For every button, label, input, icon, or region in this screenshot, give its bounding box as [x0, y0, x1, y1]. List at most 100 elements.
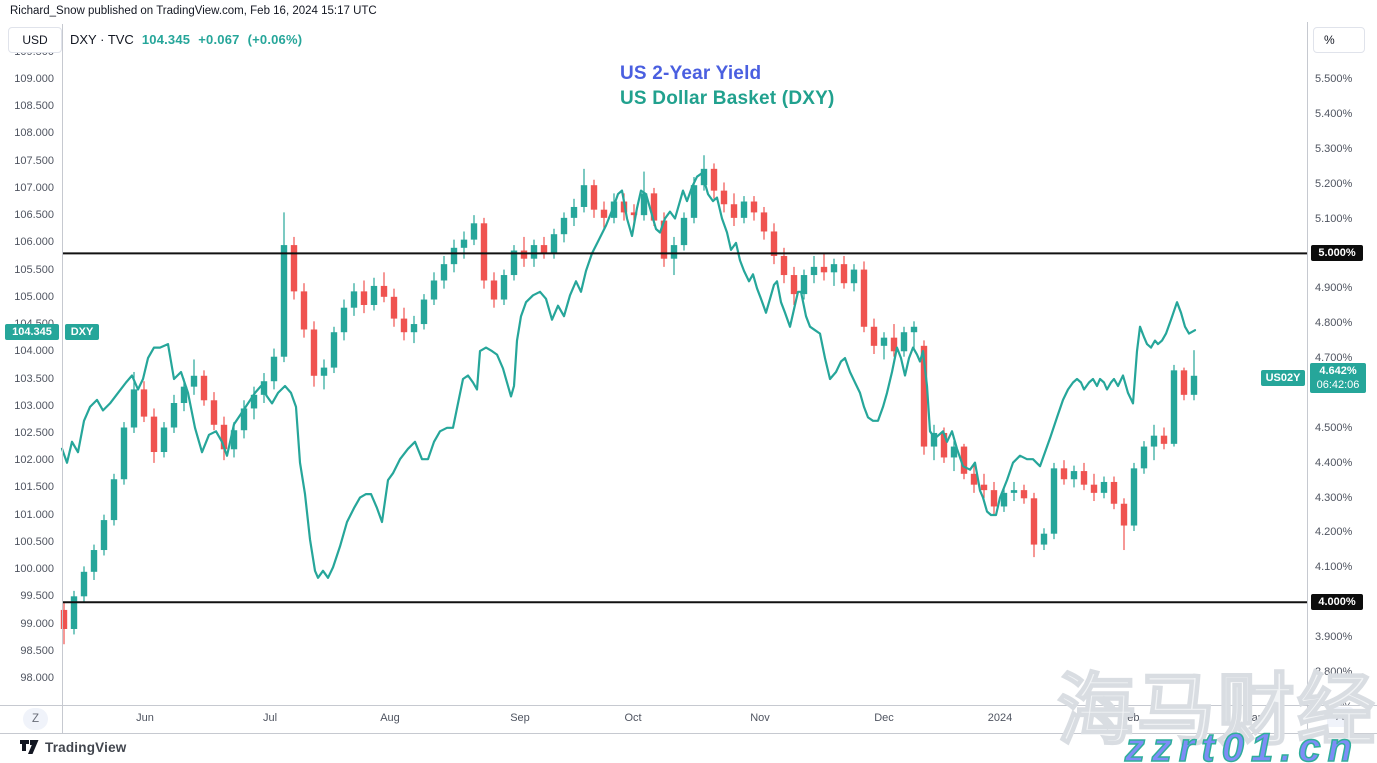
- price-tick: 102.000: [14, 454, 54, 467]
- candle-body: [1170, 370, 1178, 444]
- title-us-dollar-basket: US Dollar Basket (DXY): [620, 88, 835, 109]
- last-price: 104.345: [141, 32, 191, 47]
- candle-body: [120, 427, 128, 480]
- candle-body: [130, 389, 138, 428]
- candle-body: [250, 394, 258, 409]
- us02y-countdown: 06:42:06: [1316, 379, 1360, 392]
- percent-tick: 5.100%: [1315, 212, 1353, 225]
- price-tick: 99.000: [20, 617, 54, 630]
- candle-body: [990, 490, 998, 507]
- candle-body: [980, 484, 988, 491]
- left-scale-border: [62, 24, 63, 733]
- currency-unit-button[interactable]: USD: [8, 27, 62, 53]
- time-tick-feb: Feb: [1120, 712, 1140, 724]
- price-tick: 104.000: [14, 345, 54, 358]
- candle-body: [320, 367, 328, 376]
- dxy-series-tag: DXY: [65, 324, 99, 341]
- tradingview-logo[interactable]: TradingView: [20, 739, 126, 755]
- candle-body: [180, 386, 188, 404]
- price-tick: 98.000: [20, 672, 54, 684]
- price-tick: 101.000: [14, 508, 54, 521]
- price-tick: 106.500: [14, 209, 54, 222]
- percent-tick: 5.500%: [1315, 73, 1353, 85]
- candle-body: [460, 239, 468, 248]
- candle-body: [520, 250, 528, 259]
- percent-scale-button[interactable]: %: [1313, 27, 1365, 53]
- candle-body: [1060, 468, 1068, 480]
- level-price-label: 5.000%: [1311, 245, 1363, 262]
- candle-body: [670, 245, 678, 259]
- right-price-scale[interactable]: 5.500% 5.400% 5.300% 5.200% 5.100% 4.900% 4.80…: [1307, 0, 1377, 733]
- candle-body: [590, 185, 598, 210]
- candle-body: [390, 296, 398, 319]
- candle-body: [570, 206, 578, 218]
- candle-body: [970, 473, 978, 485]
- candle-body: [640, 193, 648, 216]
- price-tick: 100.500: [14, 535, 54, 548]
- candle-body: [160, 427, 168, 453]
- time-tick-sep: Sep: [510, 712, 530, 724]
- candle-body: [140, 389, 148, 417]
- candle-body: [1080, 471, 1088, 485]
- price-tick: 99.500: [20, 590, 54, 603]
- price-tick: 107.000: [14, 181, 54, 194]
- price-tick: 105.500: [14, 263, 54, 276]
- candle-body: [600, 209, 608, 218]
- time-tick-mar: Mar: [1242, 712, 1262, 724]
- candle-body: [960, 446, 968, 474]
- candle-body: [1190, 375, 1198, 395]
- autoscale-button[interactable]: A: [1327, 707, 1353, 727]
- candle-body: [550, 234, 558, 254]
- time-tick-oct: Oct: [624, 712, 642, 724]
- candle-body: [780, 255, 788, 276]
- candle-body: [60, 609, 68, 629]
- candle-body: [410, 324, 418, 333]
- symbol-header: DXY · TVC 104.345 +0.067 (+0.06%): [70, 32, 302, 47]
- percent-tick: 5.300%: [1315, 142, 1353, 155]
- candle-body: [870, 326, 878, 346]
- candle-body: [490, 280, 498, 300]
- time-scale[interactable]: Jun Jul Aug Sep Oct Nov Dec 2024 Feb Mar: [0, 705, 1377, 733]
- candle-body: [170, 403, 178, 428]
- candle-body: [380, 285, 388, 297]
- us02y-series-tag: US02Y: [1261, 370, 1305, 387]
- candle-body: [300, 291, 308, 330]
- percent-tick: 4.200%: [1315, 526, 1353, 539]
- us2y-yield-line: [60, 172, 1197, 579]
- right-scale-border: [1307, 22, 1308, 733]
- percent-tick: 3.900%: [1315, 631, 1353, 644]
- title-us-2-year-yield: US 2-Year Yield: [620, 63, 762, 84]
- candle-body: [710, 168, 718, 191]
- candle-body: [1040, 533, 1048, 545]
- candle-body: [790, 275, 798, 295]
- time-tick-aug: Aug: [380, 712, 400, 724]
- candle-body: [1070, 471, 1078, 480]
- attribution-text: Richard_Snow published on TradingView.co…: [10, 5, 377, 17]
- price-tick: 101.500: [14, 481, 54, 494]
- candle-body: [1160, 435, 1168, 444]
- candle-body: [770, 231, 778, 256]
- candle-body: [560, 217, 568, 235]
- candle-body: [150, 416, 158, 453]
- price-tick: 108.000: [14, 127, 54, 140]
- candle-body: [510, 250, 518, 276]
- candle-body: [750, 201, 758, 213]
- candle-body: [240, 408, 248, 431]
- percent-tick: 3.800%: [1315, 666, 1353, 678]
- candle-body: [400, 318, 408, 333]
- candle-body: [70, 596, 78, 629]
- candle-body: [440, 264, 448, 281]
- timezone-button[interactable]: Z: [23, 708, 48, 730]
- percent-tick: 4.900%: [1315, 282, 1353, 295]
- candle-body: [370, 285, 378, 305]
- time-tick-jul: Jul: [262, 712, 278, 724]
- candle-body: [100, 520, 108, 551]
- candle-body: [1120, 503, 1128, 526]
- price-tick: 106.000: [14, 236, 54, 249]
- candle-body: [890, 337, 898, 352]
- percent-tick: 5.200%: [1315, 177, 1353, 190]
- left-price-scale[interactable]: 109.500109.000108.500108.000107.500107.0…: [0, 0, 62, 733]
- percent-tick: 4.300%: [1315, 491, 1353, 504]
- symbol-title[interactable]: DXY · TVC: [70, 32, 134, 47]
